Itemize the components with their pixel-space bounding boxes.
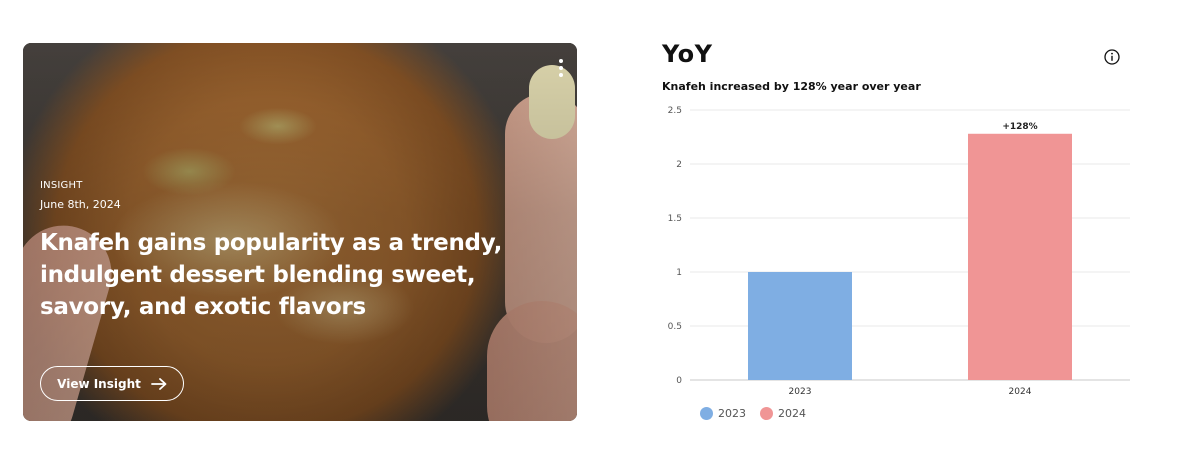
y-tick-label: 2.5 [668, 106, 682, 116]
legend-item[interactable]: 2023 [700, 407, 746, 420]
view-insight-button[interactable]: View Insight [40, 366, 184, 401]
legend-label: 2023 [718, 407, 746, 420]
y-tick-label: 0 [676, 376, 682, 386]
x-tick-label: 2024 [1009, 387, 1032, 397]
insight-date: June 8th, 2024 [40, 198, 121, 211]
bar-2024 [968, 133, 1072, 380]
legend-item[interactable]: 2024 [760, 407, 806, 420]
knafeh-photo [23, 43, 577, 421]
insight-card[interactable]: INSIGHT June 8th, 2024 Knafeh gains popu… [23, 43, 577, 421]
chart-legend: 2023 2024 [700, 407, 806, 420]
kebab-menu-icon[interactable] [555, 59, 567, 79]
insight-eyebrow: INSIGHT [40, 180, 83, 191]
legend-swatch [700, 407, 713, 420]
y-tick-label: 0.5 [668, 322, 682, 332]
x-tick-label: 2023 [789, 387, 812, 397]
yoy-bar-chart: 0 0.5 1 1.5 2 2.5 2023 2024 +128% [668, 106, 1130, 397]
y-tick-label: 1.5 [668, 214, 682, 224]
yoy-subtitle: Knafeh increased by 128% year over year [662, 80, 921, 93]
yoy-title: YoY [662, 40, 713, 68]
arrow-right-icon [150, 377, 167, 390]
data-label: +128% [1002, 122, 1037, 132]
info-icon[interactable] [1104, 49, 1120, 65]
insight-headline: Knafeh gains popularity as a trendy, ind… [40, 230, 503, 320]
y-tick-label: 2 [676, 160, 682, 170]
y-tick-label: 1 [676, 268, 682, 278]
bar-2023 [748, 272, 852, 380]
legend-label: 2024 [778, 407, 806, 420]
legend-swatch [760, 407, 773, 420]
view-insight-label: View Insight [57, 376, 141, 391]
